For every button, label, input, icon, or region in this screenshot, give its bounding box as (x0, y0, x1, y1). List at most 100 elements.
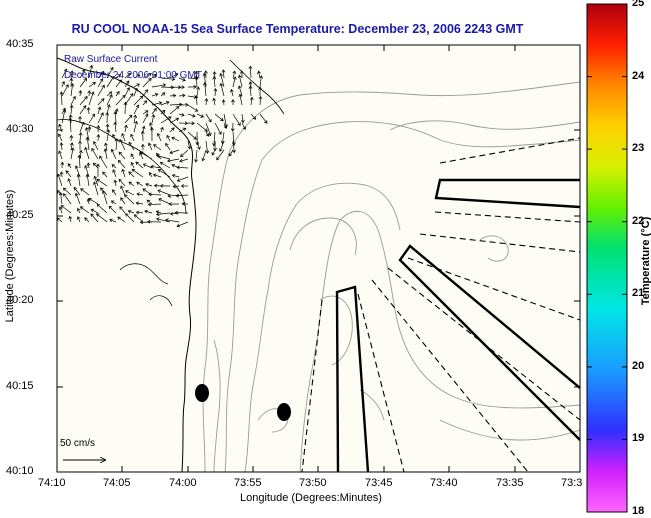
current-vector-head (124, 124, 128, 129)
current-vector-head (91, 113, 96, 118)
current-vector-head (85, 136, 90, 141)
current-vector (133, 74, 140, 79)
current-vector (178, 127, 186, 133)
current-vector-head (193, 85, 197, 89)
current-vector-head (237, 74, 242, 79)
current-vector-head (142, 163, 147, 167)
current-vector-head (174, 73, 179, 77)
colorbar-ticks (587, 3, 627, 440)
current-vector (57, 174, 63, 187)
current-vector-head (146, 199, 151, 204)
x-tick-label: 73:50 (299, 477, 327, 489)
current-vector (118, 160, 126, 169)
current-vector (160, 161, 171, 169)
current-vector (84, 217, 90, 223)
current-vector-head (120, 197, 124, 201)
current-vector (180, 149, 189, 157)
current-vector (97, 112, 104, 124)
current-vector-head (232, 70, 237, 75)
current-vector-head (84, 127, 89, 131)
current-vector (122, 169, 126, 178)
current-vector (80, 206, 90, 214)
current-vector (165, 219, 180, 223)
current-vector-head (91, 147, 95, 152)
current-vector-head (86, 198, 91, 202)
current-vector-head (111, 164, 116, 168)
current-vector (133, 121, 138, 133)
current-vector (115, 138, 118, 151)
current-vector-head (204, 128, 208, 132)
current-vector-head (61, 80, 66, 85)
current-vector-head (86, 106, 91, 111)
current-vector (136, 202, 144, 205)
current-vector-head (110, 200, 115, 204)
current-vector (241, 113, 244, 123)
current-vector-head (194, 159, 198, 163)
current-vector (99, 155, 108, 169)
current-vector (195, 95, 198, 106)
current-vector (173, 185, 180, 188)
current-vector-head (121, 132, 125, 137)
current-vector (203, 73, 207, 88)
current-vector-head (90, 91, 95, 96)
current-vector (205, 98, 207, 106)
current-vector (133, 88, 138, 97)
current-vector-head (211, 151, 215, 156)
current-vector-head (113, 110, 118, 115)
current-vector-head (79, 149, 83, 154)
current-vector-head (248, 85, 253, 89)
current-vector-head (172, 184, 176, 189)
current-vector-head (62, 109, 67, 113)
current-vector-head (136, 83, 140, 87)
current-vector (79, 132, 82, 142)
current-vector-head (148, 77, 152, 82)
current-vector (169, 104, 183, 106)
current-vector (170, 212, 180, 215)
current-vector (205, 131, 210, 137)
current-vector-head (213, 147, 217, 152)
current-vector-head (181, 112, 185, 117)
current-vector-head (121, 168, 126, 173)
current-vector (61, 81, 65, 88)
current-vector (91, 208, 99, 214)
current-vector-head (157, 169, 162, 173)
current-vector (77, 216, 81, 223)
current-vector (118, 151, 126, 160)
colorbar-tick-label: 19 (632, 432, 645, 444)
current-vector (232, 71, 236, 79)
current-vector (67, 163, 72, 169)
current-vector (169, 106, 180, 115)
current-vector-head (68, 117, 73, 122)
colorbar (586, 3, 628, 513)
current-vector-head (220, 117, 224, 122)
current-vector-head (130, 133, 134, 138)
current-vector-head (58, 191, 63, 196)
current-vector-head (131, 168, 136, 173)
current-vector (60, 91, 63, 106)
current-vector-head (180, 184, 185, 188)
current-vector (88, 126, 91, 133)
current-vector (65, 170, 72, 178)
current-vector-head (201, 157, 206, 162)
x-tick-label: 73:45 (365, 477, 393, 489)
current-vector-head (147, 202, 152, 207)
current-vector (151, 108, 157, 115)
current-vector-head (73, 186, 78, 191)
current-vector-head (167, 158, 171, 163)
current-vector (169, 73, 179, 79)
current-vector-head (106, 104, 111, 108)
current-vector-head (99, 78, 104, 82)
current-vector (80, 188, 90, 196)
current-vector (153, 144, 162, 151)
current-vector-head (159, 184, 164, 188)
current-vector-head (170, 85, 175, 90)
coastline (57, 57, 197, 472)
current-vector-head (196, 86, 200, 90)
current-vector-head (96, 124, 101, 129)
current-vector (151, 93, 159, 97)
current-vector (187, 95, 197, 98)
current-vector (142, 73, 152, 79)
current-vector-head (117, 216, 121, 220)
current-vector-head (181, 201, 185, 206)
current-vector-head (95, 213, 100, 217)
